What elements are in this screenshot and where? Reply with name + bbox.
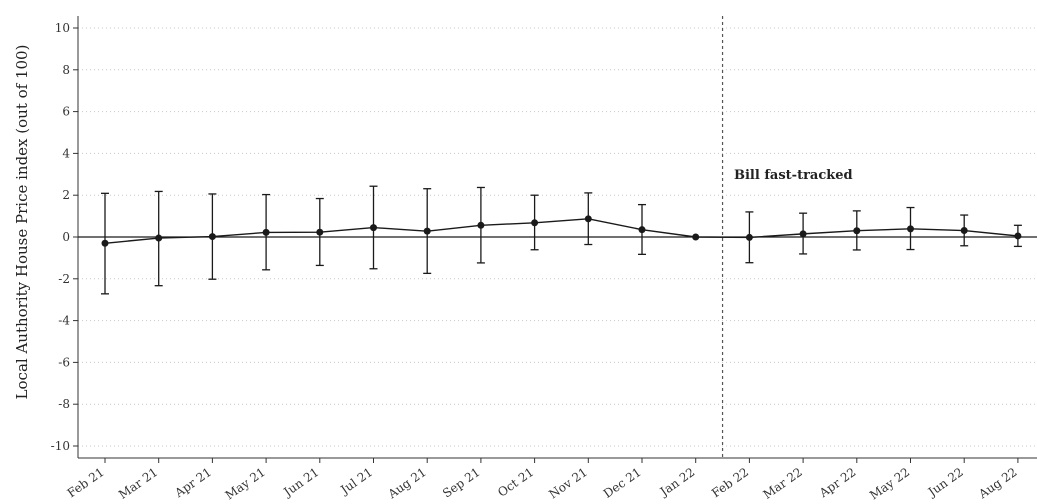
data-point bbox=[262, 228, 270, 236]
x-tick-label: Jun 22 bbox=[924, 465, 966, 500]
y-tick-label: -4 bbox=[58, 314, 70, 328]
x-tick-label: Feb 21 bbox=[65, 465, 107, 500]
x-tick-label: Apr 22 bbox=[816, 465, 859, 501]
y-tick-label: 6 bbox=[62, 105, 70, 119]
x-tick-label: Feb 22 bbox=[709, 465, 751, 500]
data-point bbox=[477, 221, 485, 229]
y-tick-label: -8 bbox=[58, 397, 70, 411]
y-tick-label: 4 bbox=[62, 146, 70, 160]
x-tick-label: Mar 21 bbox=[116, 465, 160, 502]
data-point bbox=[692, 233, 700, 241]
data-point bbox=[1014, 232, 1022, 240]
x-tick-label: Aug 22 bbox=[975, 465, 1019, 502]
data-point bbox=[423, 227, 431, 235]
x-tick-label: Aug 21 bbox=[385, 465, 429, 502]
event-annotation: Bill fast-tracked bbox=[734, 168, 853, 183]
data-point bbox=[370, 224, 377, 232]
y-tick-label: 10 bbox=[55, 21, 70, 35]
x-tick-label: Jun 21 bbox=[280, 465, 322, 500]
data-point bbox=[907, 225, 914, 233]
x-tick-label: May 22 bbox=[867, 465, 912, 502]
x-tick-label: Mar 22 bbox=[761, 465, 805, 502]
axes bbox=[73, 16, 1037, 463]
x-tick-label: Nov 21 bbox=[546, 465, 590, 501]
data-point bbox=[316, 228, 324, 236]
y-tick-label: 0 bbox=[62, 230, 70, 244]
y-tick-label: -2 bbox=[58, 272, 70, 286]
data-point bbox=[960, 227, 968, 235]
data-point bbox=[745, 233, 753, 241]
y-axis-label: Local Authority House Price index (out o… bbox=[13, 45, 31, 400]
y-tick-label: -6 bbox=[58, 355, 70, 369]
x-tick-label: Jul 21 bbox=[336, 465, 375, 498]
data-point bbox=[101, 239, 109, 247]
data-point bbox=[799, 230, 807, 238]
x-tick-label: Sep 21 bbox=[440, 465, 483, 501]
series-line bbox=[104, 218, 1018, 244]
data-point bbox=[853, 227, 861, 235]
series-group bbox=[101, 185, 1022, 295]
x-tick-label: May 21 bbox=[223, 465, 268, 502]
x-tick-label: Jan 22 bbox=[656, 465, 697, 500]
data-point bbox=[208, 233, 216, 241]
y-tick-labels: 10 8 6 4 2 0 -2 -4 -6 -8 -10 bbox=[51, 21, 71, 453]
x-tick-label: Dec 21 bbox=[601, 465, 644, 501]
data-point bbox=[584, 215, 592, 223]
y-tick-label: 8 bbox=[62, 63, 70, 77]
y-tick-label: 2 bbox=[62, 188, 70, 202]
data-point bbox=[531, 219, 539, 227]
y-tick-label: -10 bbox=[51, 439, 70, 453]
data-point bbox=[638, 226, 646, 234]
data-point bbox=[155, 234, 163, 242]
x-tick-labels: Feb 21 Mar 21 Apr 21 May 21 Jun 21 Jul 21 Aug … bbox=[65, 465, 1020, 502]
x-tick-label: Oct 21 bbox=[495, 465, 536, 500]
x-tick-label: Apr 21 bbox=[172, 465, 215, 501]
